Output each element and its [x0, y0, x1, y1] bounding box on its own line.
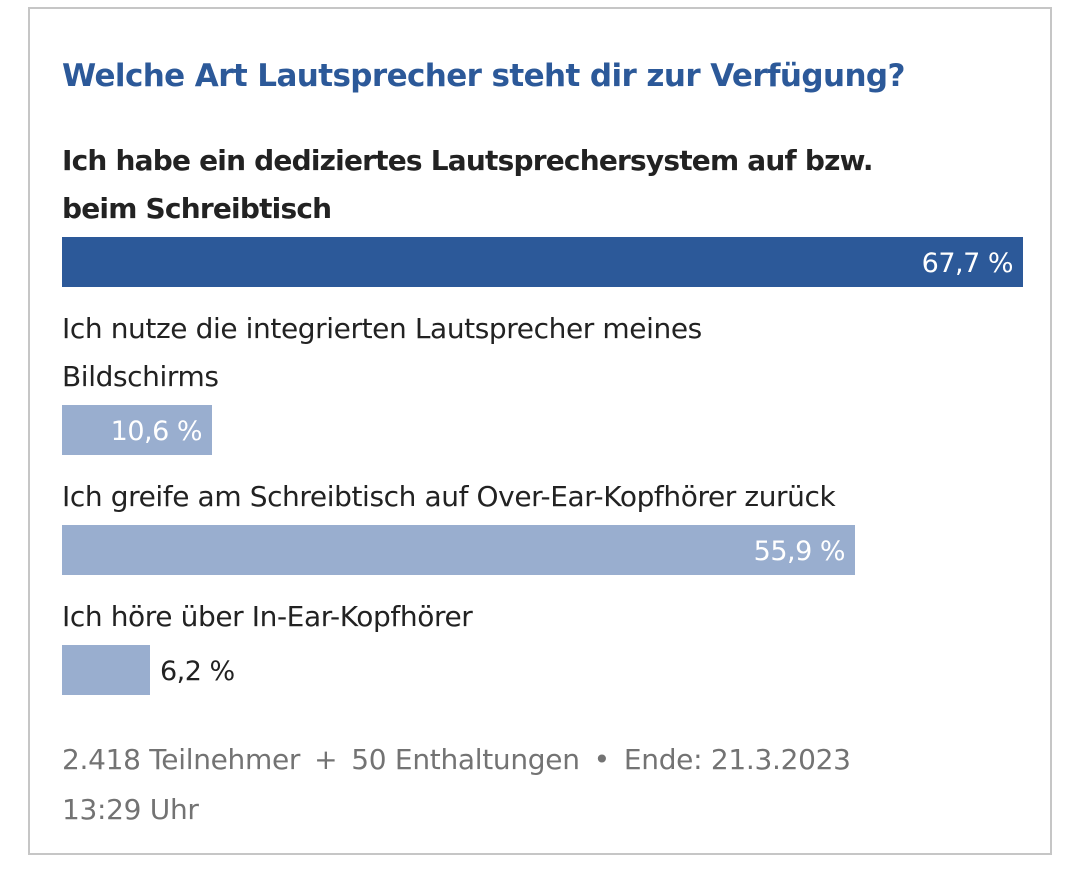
- poll-option-in-ear-headphones[interactable]: Ich höre über In-Ear-Kopfhörer 6,2 %: [62, 593, 1032, 695]
- result-percent: 67,7 %: [921, 248, 1014, 279]
- bullet-separator: •: [593, 743, 611, 776]
- poll-question: Welche Art Lautsprecher steht dir zur Ve…: [62, 58, 906, 94]
- result-bar: [62, 525, 855, 575]
- option-label: Ich höre über In-Ear-Kopfhörer: [62, 593, 1032, 641]
- end-time: 13:29 Uhr: [62, 793, 199, 826]
- option-label: Ich nutze die integrierten Lautsprecher …: [62, 305, 1032, 401]
- result-percent: 10,6 %: [110, 416, 203, 447]
- option-label-line: Ich nutze die integrierten Lautsprecher …: [62, 312, 702, 345]
- result-bar-row: 10,6 %: [62, 405, 1032, 455]
- result-percent: 55,9 %: [753, 536, 846, 567]
- result-bar: [62, 405, 212, 455]
- abstention-count: 50 Enthaltungen: [351, 743, 580, 776]
- result-bar: [62, 237, 1023, 287]
- result-percent: 6,2 %: [160, 656, 235, 687]
- result-bar-row: 6,2 %: [62, 645, 1032, 695]
- option-label-line: Bildschirms: [62, 360, 219, 393]
- end-prefix: Ende:: [623, 743, 703, 776]
- option-label: Ich greife am Schreibtisch auf Over-Ear-…: [62, 473, 1032, 521]
- plus-symbol: +: [314, 743, 338, 776]
- result-bar-row: 55,9 %: [62, 525, 1032, 575]
- end-date: 21.3.2023: [710, 743, 851, 776]
- poll-option-dedicated-speakers[interactable]: Ich habe ein dediziertes Lautsprechersys…: [62, 137, 1032, 287]
- option-label-line: beim Schreibtisch: [62, 192, 332, 225]
- option-label: Ich habe ein dediziertes Lautsprechersys…: [62, 137, 1032, 233]
- footer-line: 2.418 Teilnehmer +50 Enthaltungen • Ende: 2…: [62, 735, 1022, 785]
- option-label-line: Ich habe ein dediziertes Lautsprechersys…: [62, 144, 874, 177]
- participant-count: 2.418 Teilnehmer: [62, 743, 301, 776]
- result-bar-row: 67,7 %: [62, 237, 1032, 287]
- poll-option-over-ear-headphones[interactable]: Ich greife am Schreibtisch auf Over-Ear-…: [62, 473, 1032, 575]
- option-label-line: Ich greife am Schreibtisch auf Over-Ear-…: [62, 480, 836, 513]
- poll-card: Welche Art Lautsprecher steht dir zur Ve…: [28, 7, 1052, 855]
- poll-footer: 2.418 Teilnehmer +50 Enthaltungen • Ende: 2…: [62, 735, 1022, 835]
- option-label-line: Ich höre über In-Ear-Kopfhörer: [62, 600, 473, 633]
- result-bar: [62, 645, 150, 695]
- poll-option-monitor-speakers[interactable]: Ich nutze die integrierten Lautsprecher …: [62, 305, 1032, 455]
